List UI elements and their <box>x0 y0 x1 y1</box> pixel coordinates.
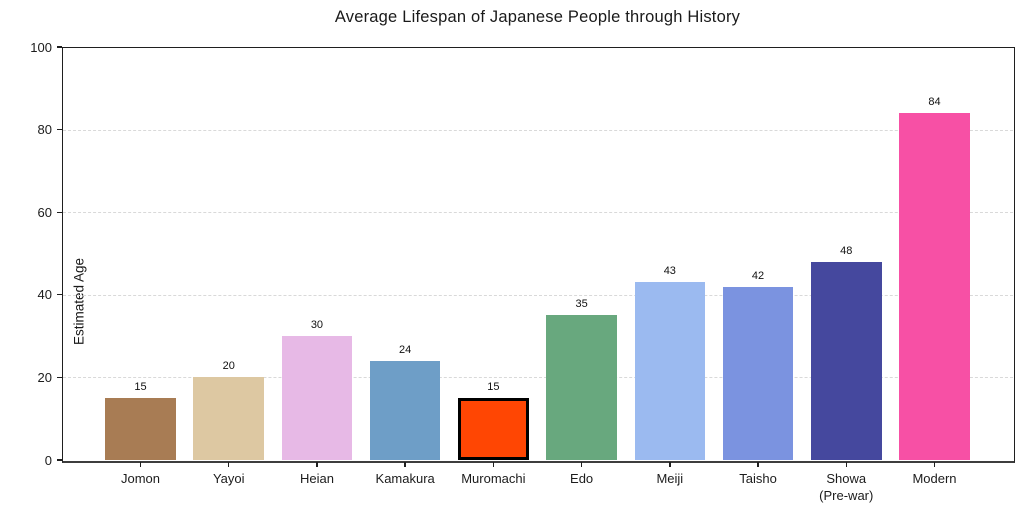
bar-taisho <box>722 286 794 460</box>
x-tick-mark <box>933 462 936 467</box>
y-tick-label: 0 <box>44 452 52 468</box>
y-tick-label: 100 <box>30 39 52 55</box>
y-tick-label: 80 <box>37 122 52 138</box>
x-tick-label: Jomon <box>120 471 161 486</box>
x-tick-mark <box>580 462 583 467</box>
x-tick-mark <box>404 462 406 467</box>
chart-title: Average Lifespan of Japanese People thro… <box>334 8 741 26</box>
y-tick-label: 40 <box>37 287 52 303</box>
x-tick-label: Taisho <box>739 471 777 486</box>
y-tick-mark <box>57 459 62 461</box>
x-tick-label: Meiji <box>656 471 684 486</box>
x-tick-label: Showa (Pre-war) <box>819 471 874 503</box>
bar-kamakura <box>369 360 441 460</box>
bar-value-label: 30 <box>310 319 324 332</box>
gridline <box>63 377 1013 379</box>
y-tick-label: 20 <box>37 369 52 385</box>
bar-modern <box>899 113 970 460</box>
bar-edo <box>546 315 617 460</box>
bar-value-label: 48 <box>840 244 853 257</box>
x-tick-mark <box>845 462 847 467</box>
bar-value-label: 84 <box>928 96 941 109</box>
bar-value-label: 15 <box>487 381 500 394</box>
x-tick-mark <box>669 462 671 467</box>
x-tick-mark <box>139 462 142 467</box>
y-tick-mark <box>57 294 62 296</box>
bar-meiji <box>634 282 706 460</box>
x-tick-label: Edo <box>570 471 594 486</box>
y-axis-title: Estimated Age <box>71 257 87 346</box>
bar-value-label: 20 <box>222 360 235 373</box>
bar-value-label: 42 <box>751 269 765 282</box>
y-tick-mark <box>57 211 62 213</box>
x-tick-label: Muromachi <box>461 471 526 486</box>
bar-value-label: 35 <box>575 298 588 311</box>
bar-muromachi <box>458 398 529 460</box>
bar-showa <box>810 261 882 460</box>
bar-value-label: 24 <box>399 343 412 356</box>
gridline <box>63 212 1013 214</box>
x-tick-mark <box>492 462 495 467</box>
x-tick-mark <box>757 462 759 467</box>
x-tick-label: Modern <box>912 471 957 486</box>
x-tick-label: Heian <box>299 471 334 486</box>
x-tick-label: Kamakura <box>375 471 435 486</box>
bar-value-label: 43 <box>663 265 676 278</box>
bar-yayoi <box>193 377 264 460</box>
x-tick-mark <box>316 462 318 467</box>
bar-value-label: 15 <box>134 381 147 394</box>
gridline <box>63 129 1013 131</box>
x-tick-mark <box>228 462 230 467</box>
bar-jomon <box>105 398 176 460</box>
x-tick-label: Yayoi <box>212 471 245 486</box>
y-tick-mark <box>57 128 62 131</box>
gridline <box>63 294 1013 296</box>
y-tick-mark <box>57 376 62 379</box>
y-tick-mark <box>57 46 62 48</box>
y-tick-label: 60 <box>37 204 52 220</box>
bar-heian <box>281 336 353 460</box>
